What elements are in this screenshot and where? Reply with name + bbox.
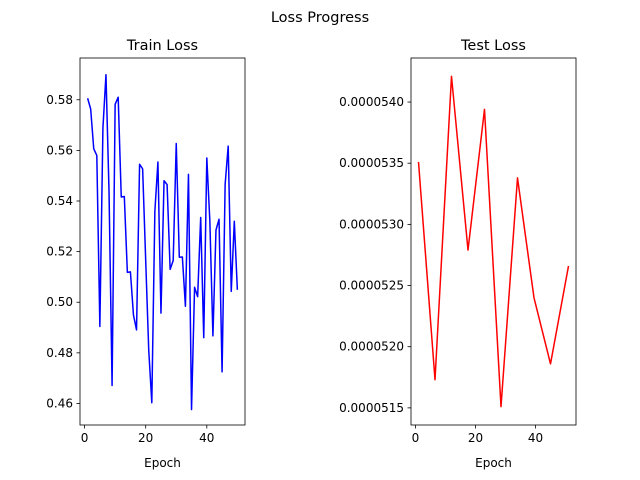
train-loss-y-tick-label: 0.50 — [46, 295, 73, 309]
test-loss-x-tick-label: 40 — [528, 431, 543, 445]
train-loss-axes-frame — [79, 57, 246, 426]
test-loss-y-tick-label: 0.0000540 — [339, 95, 404, 109]
train-loss-title: Train Loss — [126, 38, 198, 54]
test-loss-axes-frame — [410, 57, 577, 426]
test-loss-x-tick-label: 0 — [412, 431, 420, 445]
train-loss-x-axis-label: Epoch — [144, 456, 181, 470]
test-loss-y-tick-label: 0.0000530 — [339, 217, 404, 231]
test-loss-y-tick-label: 0.0000515 — [339, 401, 404, 415]
train-loss-x-tick-label: 40 — [199, 431, 214, 445]
test-loss-y-tick-label: 0.0000520 — [339, 340, 404, 354]
figure-title: Loss Progress — [271, 10, 369, 26]
train-loss-axes: 0 20 40 0.46 0.48 0.50 0.52 0.54 0.56 0.58 Train L… — [46, 38, 246, 470]
test-loss-y-tick-label: 0.0000525 — [339, 279, 404, 293]
train-loss-series-line — [86, 73, 239, 411]
test-loss-y-tick-label: 0.0000535 — [339, 156, 404, 170]
train-loss-x-tick-label: 20 — [138, 431, 153, 445]
test-loss-axes: 0 20 40 0.0000515 0.0000520 0.0000525 0.000053… — [339, 38, 577, 470]
train-loss-y-tick-label: 0.48 — [46, 346, 73, 360]
test-loss-title: Test Loss — [460, 38, 526, 54]
test-loss-series-line — [417, 75, 570, 408]
train-loss-y-tick-label: 0.54 — [46, 194, 73, 208]
train-loss-y-tick-label: 0.46 — [46, 396, 73, 410]
train-loss-y-tick-label: 0.56 — [46, 143, 73, 157]
test-loss-x-axis-label: Epoch — [475, 456, 512, 470]
train-loss-y-tick-label: 0.52 — [46, 245, 73, 259]
train-loss-x-tick-label: 0 — [81, 431, 89, 445]
train-loss-y-tick-label: 0.58 — [46, 93, 73, 107]
test-loss-x-tick-label: 20 — [468, 431, 483, 445]
